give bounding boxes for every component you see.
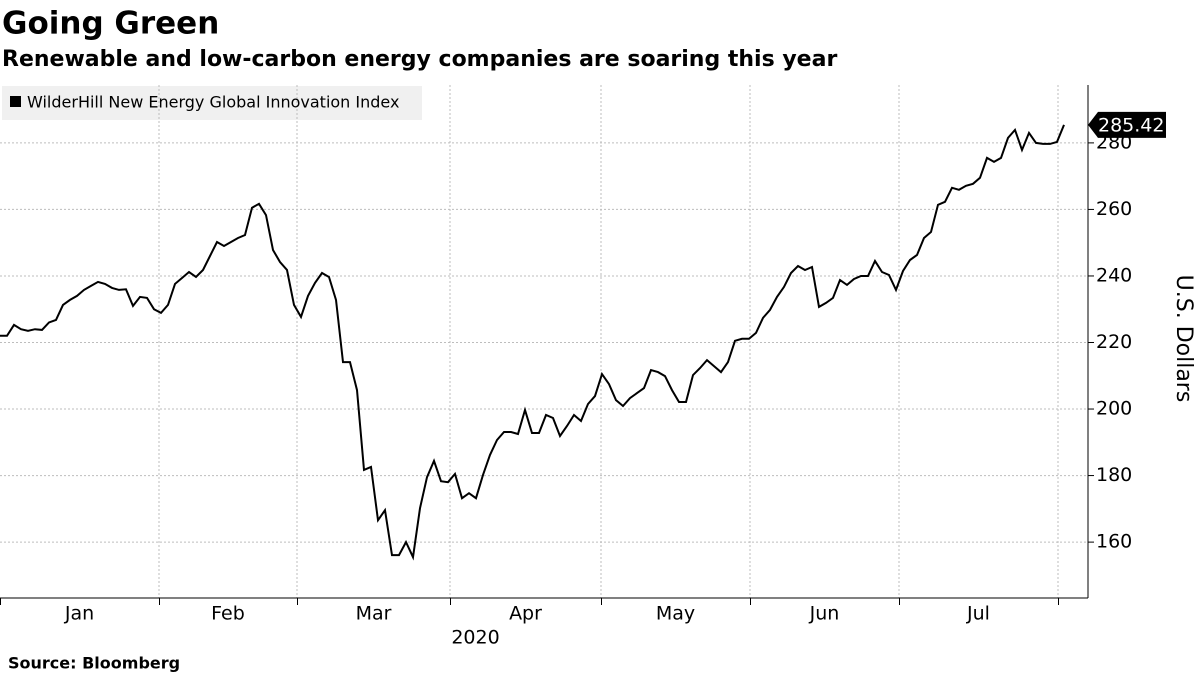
x-tick-label: Feb [211,603,245,625]
x-tick-label: Jan [64,603,94,625]
x-tick-label: Apr [509,603,542,625]
legend-swatch [10,96,21,107]
series-line [0,124,1065,561]
last-value-label: 285.42 [1098,114,1164,136]
y-axis-label: U.S. Dollars [1171,275,1196,403]
x-tick-label: May [656,603,695,625]
y-tick-label: 160 [1096,531,1132,553]
x-tick-label: Jun [809,603,840,625]
x-tick-label: Mar [356,603,392,625]
y-tick-label: 260 [1096,198,1132,220]
x-year-label: 2020 [451,627,499,649]
y-tick-label: 220 [1096,331,1132,353]
legend-box [2,86,422,120]
chart-title: Going Green [2,6,219,42]
y-tick-label: 180 [1096,464,1132,486]
last-value-tag [1088,111,1166,138]
chart-subtitle: Renewable and low-carbon energy companie… [2,47,837,72]
y-tick-label: 200 [1096,398,1132,420]
legend-label: WilderHill New Energy Global Innovation … [27,93,399,112]
y-tick-label: 240 [1096,264,1132,286]
source-note: Source: Bloomberg [8,654,180,673]
x-tick-label: Jul [966,603,990,625]
